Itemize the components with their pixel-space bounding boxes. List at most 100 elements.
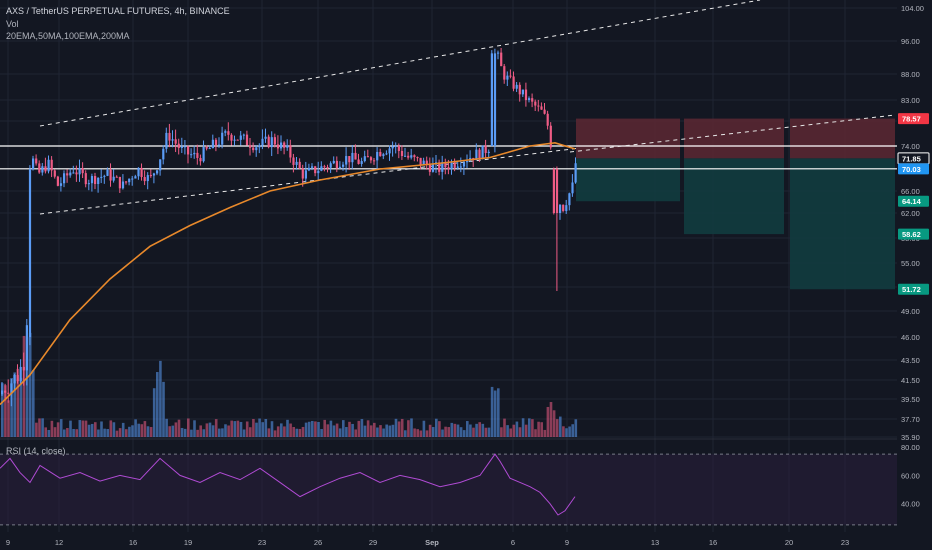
volume-bar [162,381,165,437]
candle-body [233,139,236,141]
rsi-indicator-label[interactable]: RSI (14, close) [6,446,66,456]
volume-bar [187,418,190,437]
candle-body [450,162,453,170]
volume-bar [311,420,314,437]
candle-body [224,131,227,133]
candle-body [295,161,298,165]
candle-body [283,142,286,148]
candle-body [493,53,497,146]
price-tick-label: 104.00 [901,4,924,13]
candle-body [462,162,466,167]
volume-bar [295,428,299,437]
candle-body [183,146,187,148]
candle-body [524,89,528,101]
price-label-tag [898,228,929,240]
candle-body [351,152,354,163]
volume-bar [326,424,330,437]
volume-bar [304,422,308,437]
volume-bar [391,424,395,437]
short-positions[interactable] [576,118,895,290]
candle-body [562,204,565,211]
candle-body [391,146,394,149]
candle-body [4,390,7,393]
volume-bar [165,418,168,437]
candle-body [196,152,199,158]
volume-bar [66,428,69,437]
candle-body [509,75,512,77]
volume-bar [100,421,103,437]
volume-bar [521,418,525,437]
candle-body [177,143,180,148]
volume-bar [546,406,550,437]
volume-bar [180,427,184,437]
price-label-text: 71.85 [902,154,921,163]
candle-body [44,166,47,172]
candle-body [140,167,143,178]
candle-body [131,178,134,180]
volume-bar [81,420,85,437]
price-axis[interactable]: 104.0096.0088.0083.0078.0074.0070.0066.0… [897,0,932,550]
candle-body [326,166,329,168]
candle-body [112,176,115,181]
price-tick-label: 55.00 [901,259,920,268]
volume-bar [196,429,199,437]
volume-bar [376,427,379,437]
volume-bar [97,429,100,437]
volume-indicator-label[interactable]: Vol [6,18,19,29]
candle-body [441,162,444,172]
time-tick-label: 19 [184,538,192,547]
candle-body [555,169,559,213]
candle-body [546,113,549,126]
candle-body [311,166,314,168]
ema-line [0,142,576,406]
price-tick-label: 35.90 [901,433,920,442]
volume-bar [382,428,385,437]
candle-body [273,137,276,145]
candle-body [407,155,410,158]
candle-body [419,157,422,166]
volume-bar [103,428,106,437]
volume-bar [171,425,175,437]
time-axis[interactable]: 9 12 16 19 23 26 29 Sep 6 9 13 16 20 23 [6,538,849,547]
volume-bar [131,425,134,437]
volume-bar [332,425,336,437]
volume-bar [16,368,20,437]
volume-bar [419,430,423,437]
ma-indicator-label[interactable]: 20EMA,50MA,100EMA,200MA [6,31,130,41]
symbol-title[interactable]: AXS / TetherUS PERPETUAL FUTURES, 4h, BI… [6,6,230,16]
volume-bar [4,385,7,437]
candle-body [376,151,379,161]
trend-channel[interactable] [39,0,896,215]
candle-body [128,178,131,183]
candle-body [338,166,342,169]
candle-body [267,136,270,148]
candle-body [304,170,307,179]
volume-bar [168,426,171,437]
rsi-tick-label: 60.00 [901,471,920,480]
volume-bar [249,427,252,437]
rsi-tick-label: 40.00 [901,500,920,509]
candle-body [459,166,462,168]
volume-bar [47,429,51,437]
candle-body [478,149,481,160]
price-tick-label: 96.00 [901,37,920,46]
candle-body [187,146,190,155]
candle-body [211,139,214,149]
volume-bar [441,429,444,437]
volume-bar [506,425,509,437]
volume-bar [475,423,478,437]
volume-bar [431,427,435,437]
candle-body [165,132,168,149]
volume-bar [193,420,196,437]
time-tick-label: 26 [314,538,322,547]
candle-body [143,177,146,182]
target-zone [790,158,895,290]
candle-body [528,98,531,101]
time-tick-label: 29 [369,538,377,547]
volume-bar [53,427,57,437]
time-tick-label: 13 [651,538,659,547]
candle-body [438,162,441,172]
candle-body [13,375,16,384]
candle-body [286,145,289,148]
